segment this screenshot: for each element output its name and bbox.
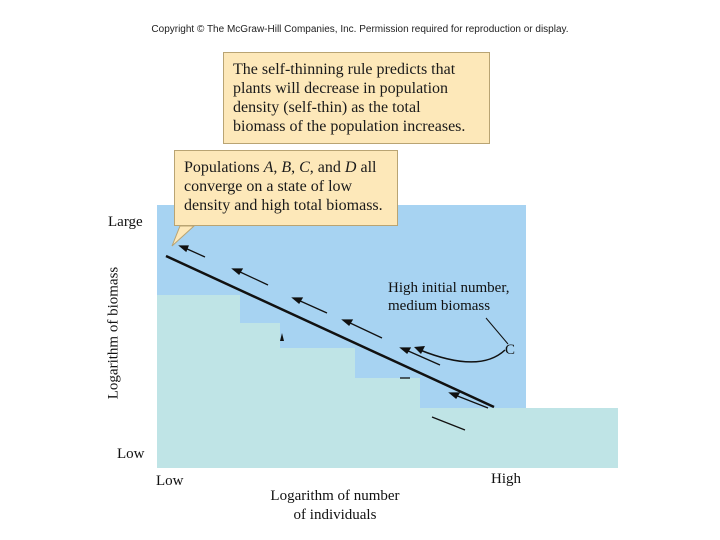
y-axis-top-label: Large xyxy=(108,214,143,230)
x-axis-title: Logarithm of number of individuals xyxy=(240,487,430,525)
callout-line: converge on a state of low xyxy=(184,178,353,195)
x-axis-right-label: High xyxy=(491,471,521,487)
callout-line: plants will decrease in population xyxy=(233,80,449,97)
initial-state-annotation: High initial number, medium biomass xyxy=(388,279,509,315)
convergence-callout: Populations A, B, C, and D all converge … xyxy=(174,150,398,226)
population-c-arrowhead xyxy=(414,346,425,354)
x-axis-left-label: Low xyxy=(156,473,184,489)
copyright-notice: Copyright © The McGraw-Hill Companies, I… xyxy=(151,24,569,35)
callout-line: Populations A, B, C, and D all xyxy=(184,159,377,176)
population-c-trajectory xyxy=(419,349,506,363)
y-axis-title: Logarithm of biomass xyxy=(105,266,122,400)
self-thinning-line xyxy=(165,254,495,409)
y-axis-bottom-label: Low xyxy=(117,446,145,462)
callout-line: The self-thinning rule predicts that xyxy=(233,61,456,78)
y-axis-title-wrap: Logarithm of biomass xyxy=(104,253,124,413)
occluding-block xyxy=(157,295,618,468)
callout-line: biomass of the population increases. xyxy=(233,118,466,135)
callout-line: density (self-thin) as the total xyxy=(233,99,421,116)
annotation-line: High initial number, xyxy=(388,280,510,296)
x-axis-title-line: of individuals xyxy=(293,507,377,523)
population-c-label: C xyxy=(505,342,516,358)
partial-arrow-mark xyxy=(280,333,284,341)
self-thinning-rule-callout: The self-thinning rule predicts that pla… xyxy=(223,52,490,144)
annotation-leader xyxy=(485,317,509,345)
callout-pointer xyxy=(171,225,196,247)
annotation-line: medium biomass xyxy=(388,298,491,314)
x-axis-title-line: Logarithm of number xyxy=(270,488,400,504)
trajectory-arrows xyxy=(178,245,489,431)
callout-line: density and high total biomass. xyxy=(184,197,383,214)
